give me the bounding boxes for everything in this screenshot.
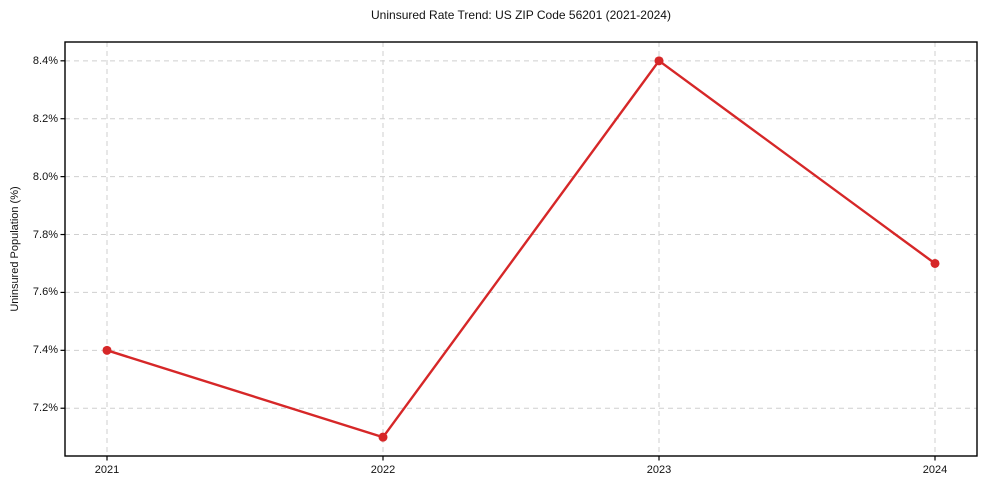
y-tick-label: 8.0% [32, 170, 58, 183]
data-point-2024 [930, 258, 940, 268]
y-tick-label: 8.4% [32, 54, 58, 67]
x-tick-label: 2022 [370, 464, 396, 476]
y-tick-label: 8.2% [32, 112, 58, 125]
y-tick-label: 7.8% [32, 228, 58, 241]
x-tick-label: 2024 [922, 464, 948, 476]
x-tick-label: 2021 [94, 464, 120, 476]
data-point-2022 [378, 432, 388, 442]
trend-line [105, 59, 937, 439]
y-tick-label: 7.2% [32, 402, 58, 415]
x-tick-label: 2023 [646, 464, 672, 476]
chart-title: Uninsured Rate Trend: US ZIP Code 56201 … [371, 8, 671, 22]
y-tick-label: 7.4% [32, 344, 58, 357]
data-point-2023 [654, 56, 664, 66]
plot-border [64, 41, 978, 457]
data-point-2021 [102, 345, 112, 355]
y-tick-label: 7.6% [32, 286, 58, 299]
